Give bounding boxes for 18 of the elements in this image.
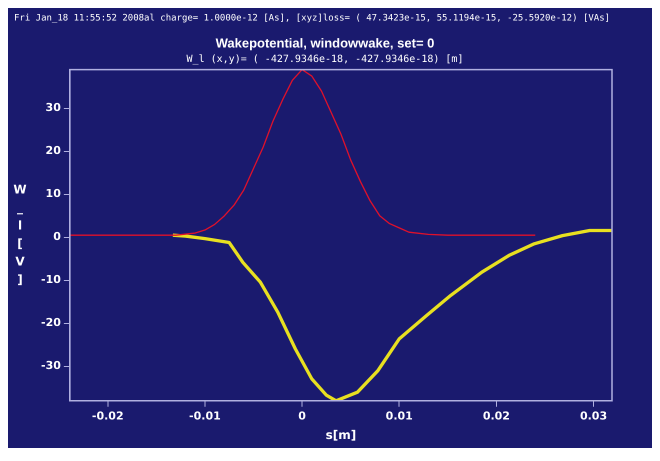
chart-subtitle: W_l (x,y)= ( -427.9346e-18, -427.9346e-18) [m] bbox=[186, 54, 464, 66]
x-tick-label: 0.03 bbox=[580, 409, 608, 422]
x-tick-label: 0.02 bbox=[482, 409, 510, 422]
x-tick-label: 0.01 bbox=[386, 409, 413, 422]
x-tick-label: 0 bbox=[298, 409, 306, 422]
y-tick-label: -30 bbox=[41, 359, 62, 372]
x-tick-label: -0.02 bbox=[92, 409, 124, 422]
y-tick-label: -20 bbox=[41, 316, 62, 330]
x-axis-title: s[m] bbox=[326, 428, 356, 442]
text: Fri Jan_18 11:55:52 2008al charge= 1.0000e-12 [As], [xyz]loss= ( 47.3423e-15, 55.1194e-15, -25.5920e-12) [VAs] bbox=[14, 13, 610, 24]
y-tick-label: 0 bbox=[53, 230, 62, 244]
y-tick-label: 30 bbox=[46, 101, 62, 114]
y-axis-title: W_l [V] bbox=[13, 182, 27, 286]
y-tick-label: -10 bbox=[41, 273, 62, 286]
y-tick-label: 20 bbox=[46, 144, 62, 158]
y-tick-label: 10 bbox=[46, 187, 62, 200]
x-tick-label: -0.01 bbox=[189, 409, 221, 422]
chart-title: Wakepotential, windowwake, set= 0 bbox=[216, 35, 434, 50]
